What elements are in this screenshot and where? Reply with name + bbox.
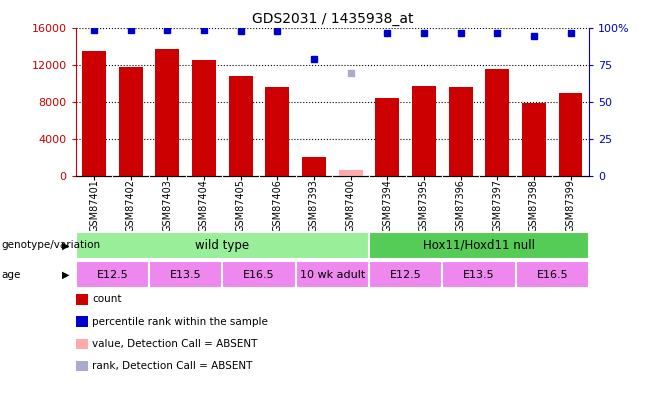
Text: E13.5: E13.5 <box>170 270 201 279</box>
Bar <box>449 87 472 176</box>
Text: GSM87402: GSM87402 <box>126 179 136 232</box>
Bar <box>412 85 436 176</box>
Text: GSM87398: GSM87398 <box>529 179 539 232</box>
Text: value, Detection Call = ABSENT: value, Detection Call = ABSENT <box>92 339 257 349</box>
Text: ▶: ▶ <box>62 241 69 250</box>
Text: wild type: wild type <box>195 239 249 252</box>
Bar <box>486 69 509 176</box>
Text: genotype/variation: genotype/variation <box>1 241 101 250</box>
Text: GSM87397: GSM87397 <box>492 179 502 232</box>
Bar <box>82 51 106 176</box>
Title: GDS2031 / 1435938_at: GDS2031 / 1435938_at <box>251 12 413 26</box>
Text: rank, Detection Call = ABSENT: rank, Detection Call = ABSENT <box>92 361 253 371</box>
Bar <box>155 49 179 176</box>
Bar <box>149 262 222 288</box>
Text: GSM87394: GSM87394 <box>382 179 392 232</box>
Bar <box>516 262 589 288</box>
Bar <box>369 262 442 288</box>
Text: E13.5: E13.5 <box>463 270 495 279</box>
Bar <box>522 103 546 176</box>
Text: GSM87399: GSM87399 <box>566 179 576 232</box>
Bar <box>229 77 253 176</box>
Bar <box>369 232 589 258</box>
Bar <box>118 67 143 176</box>
Text: GSM87393: GSM87393 <box>309 179 319 232</box>
Text: GSM87404: GSM87404 <box>199 179 209 232</box>
Bar <box>375 98 399 176</box>
Text: E12.5: E12.5 <box>390 270 422 279</box>
Bar <box>302 157 326 176</box>
Text: GSM87403: GSM87403 <box>163 179 172 232</box>
Text: percentile rank within the sample: percentile rank within the sample <box>92 317 268 326</box>
Bar <box>339 170 363 176</box>
Text: age: age <box>1 270 20 279</box>
Bar <box>192 60 216 176</box>
Text: GSM87400: GSM87400 <box>345 179 355 232</box>
Text: count: count <box>92 294 122 304</box>
Text: GSM87401: GSM87401 <box>89 179 99 232</box>
Bar <box>295 262 369 288</box>
Text: E16.5: E16.5 <box>536 270 568 279</box>
Text: GSM87396: GSM87396 <box>455 179 466 232</box>
Bar <box>265 87 290 176</box>
Text: GSM87406: GSM87406 <box>272 179 282 232</box>
Text: GSM87395: GSM87395 <box>419 179 429 232</box>
Text: E16.5: E16.5 <box>243 270 275 279</box>
Bar <box>442 262 516 288</box>
Text: 10 wk adult: 10 wk adult <box>299 270 365 279</box>
Text: Hox11/Hoxd11 null: Hox11/Hoxd11 null <box>423 239 535 252</box>
Text: E12.5: E12.5 <box>97 270 128 279</box>
Bar <box>559 93 582 176</box>
Bar <box>222 262 295 288</box>
Bar <box>76 262 149 288</box>
Bar <box>76 232 369 258</box>
Text: ▶: ▶ <box>62 270 69 279</box>
Text: GSM87405: GSM87405 <box>236 179 245 232</box>
